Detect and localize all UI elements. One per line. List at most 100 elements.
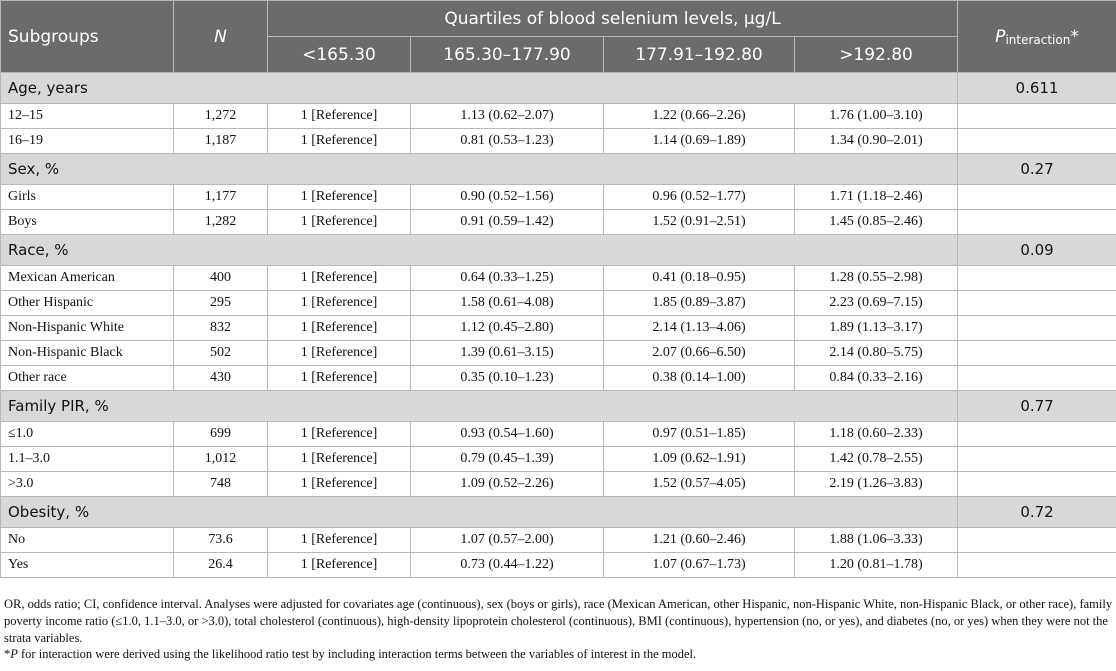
cell-quartile-2: 1.13 (0.62–2.07)	[410, 103, 604, 129]
table-row: ≤1.0 699 1 [Reference] 0.93 (0.54–1.60) 0.97…	[0, 421, 1116, 447]
cell-quartile-2: 0.90 (0.52–1.56)	[410, 184, 604, 210]
footnote-star-text: for interaction were derived using the l…	[17, 647, 697, 662]
cell-quartile-1: 1 [Reference]	[267, 340, 411, 366]
cell-quartile-2: 0.81 (0.53–1.23)	[410, 128, 604, 154]
table-row: 12–15 1,272 1 [Reference] 1.13 (0.62–2.07) 1…	[0, 103, 1116, 129]
cell-quartile-2: 0.79 (0.45–1.39)	[410, 446, 604, 472]
table-row: Boys 1,282 1 [Reference] 0.91 (0.59–1.42) 1.…	[0, 209, 1116, 235]
footnote-p: P	[10, 647, 18, 662]
cell-quartile-4: 1.20 (0.81–1.78)	[793, 552, 959, 578]
cell-quartile-1: 1 [Reference]	[267, 315, 411, 341]
row-label: 16–19	[0, 128, 174, 154]
header-p-sub: interaction	[1005, 32, 1071, 47]
header-p-interaction: Pinteraction*	[957, 0, 1116, 73]
cell-p-empty	[957, 209, 1116, 235]
cell-p-empty	[957, 103, 1116, 129]
cell-p-empty	[957, 290, 1116, 316]
header-quartile-4: >192.80	[793, 36, 959, 73]
cell-quartile-1: 1 [Reference]	[267, 209, 411, 235]
cell-quartile-2: 0.64 (0.33–1.25)	[410, 265, 604, 291]
cell-quartile-3: 0.41 (0.18–0.95)	[603, 265, 795, 291]
cell-quartile-3: 1.14 (0.69–1.89)	[603, 128, 795, 154]
cell-quartile-2: 0.91 (0.59–1.42)	[410, 209, 604, 235]
cell-quartile-2: 0.93 (0.54–1.60)	[410, 421, 604, 447]
cell-quartile-2: 0.35 (0.10–1.23)	[410, 365, 604, 391]
cell-n: 748	[173, 471, 268, 497]
cell-quartile-3: 1.09 (0.62–1.91)	[603, 446, 795, 472]
cell-p-empty	[957, 184, 1116, 210]
results-table: Subgroups N Quartiles of blood selenium …	[0, 0, 1116, 578]
cell-quartile-1: 1 [Reference]	[267, 471, 411, 497]
cell-p-empty	[957, 340, 1116, 366]
cell-quartile-1: 1 [Reference]	[267, 527, 411, 553]
cell-p-empty	[957, 527, 1116, 553]
table-row: >3.0 748 1 [Reference] 1.09 (0.52–2.26) 1.52…	[0, 471, 1116, 497]
cell-quartile-2: 1.12 (0.45–2.80)	[410, 315, 604, 341]
table-row: Other race 430 1 [Reference] 0.35 (0.10–1.2…	[0, 365, 1116, 391]
header-n: N	[173, 0, 268, 73]
cell-quartile-2: 1.39 (0.61–3.15)	[410, 340, 604, 366]
cell-quartile-3: 1.52 (0.91–2.51)	[603, 209, 795, 235]
cell-quartile-1: 1 [Reference]	[267, 552, 411, 578]
header-quartile-2: 165.30–177.90	[410, 36, 604, 73]
section-header-row: Sex, % 0.27	[0, 153, 1116, 185]
cell-quartile-4: 1.28 (0.55–2.98)	[793, 265, 959, 291]
table-row: Yes 26.4 1 [Reference] 0.73 (0.44–1.22) 1.07…	[0, 552, 1116, 578]
cell-quartile-1: 1 [Reference]	[267, 421, 411, 447]
cell-n: 832	[173, 315, 268, 341]
cell-quartile-4: 1.71 (1.18–2.46)	[793, 184, 959, 210]
footnote-interaction: *P for interaction were derived using th…	[4, 646, 1114, 663]
footnote-abbreviations: OR, odds ratio; CI, confidence interval.…	[4, 597, 1113, 645]
table-body: Age, years 0.611 12–15 1,272 1 [Reference] 1.…	[0, 72, 1116, 578]
cell-p-empty	[957, 265, 1116, 291]
section-label: Sex, %	[0, 153, 959, 185]
cell-quartile-2: 1.07 (0.57–2.00)	[410, 527, 604, 553]
cell-n: 1,177	[173, 184, 268, 210]
cell-quartile-1: 1 [Reference]	[267, 365, 411, 391]
table-row: 16–19 1,187 1 [Reference] 0.81 (0.53–1.23) 1…	[0, 128, 1116, 154]
section-label: Obesity, %	[0, 496, 959, 528]
footnotes: OR, odds ratio; CI, confidence interval.…	[4, 596, 1114, 663]
section-label: Race, %	[0, 234, 959, 266]
header-subgroups: Subgroups	[0, 0, 174, 73]
cell-quartile-4: 0.84 (0.33–2.16)	[793, 365, 959, 391]
cell-n: 699	[173, 421, 268, 447]
cell-quartile-4: 1.76 (1.00–3.10)	[793, 103, 959, 129]
cell-quartile-1: 1 [Reference]	[267, 446, 411, 472]
cell-quartile-4: 1.34 (0.90–2.01)	[793, 128, 959, 154]
row-label: Boys	[0, 209, 174, 235]
table-row: 1.1–3.0 1,012 1 [Reference] 0.79 (0.45–1.39…	[0, 446, 1116, 472]
cell-quartile-3: 1.52 (0.57–4.05)	[603, 471, 795, 497]
section-p-interaction: 0.09	[957, 234, 1116, 266]
row-label: Non-Hispanic Black	[0, 340, 174, 366]
cell-quartile-1: 1 [Reference]	[267, 290, 411, 316]
table-row: No 73.6 1 [Reference] 1.07 (0.57–2.00) 1.21 …	[0, 527, 1116, 553]
row-label: >3.0	[0, 471, 174, 497]
section-header-row: Race, % 0.09	[0, 234, 1116, 266]
cell-quartile-4: 1.88 (1.06–3.33)	[793, 527, 959, 553]
header-quartile-1: <165.30	[267, 36, 411, 73]
cell-n: 1,272	[173, 103, 268, 129]
cell-quartile-2: 1.58 (0.61–4.08)	[410, 290, 604, 316]
header-quartiles-title: Quartiles of blood selenium levels, μg/L	[266, 0, 959, 37]
cell-quartile-3: 1.07 (0.67–1.73)	[603, 552, 795, 578]
footnote-star: *	[4, 647, 11, 662]
cell-p-empty	[957, 315, 1116, 341]
cell-p-empty	[957, 552, 1116, 578]
header-p-main: P	[995, 26, 1006, 47]
cell-quartile-3: 1.22 (0.66–2.26)	[603, 103, 795, 129]
cell-p-empty	[957, 128, 1116, 154]
table-row: Non-Hispanic White 832 1 [Reference] 1.12 (…	[0, 315, 1116, 341]
cell-quartile-4: 1.18 (0.60–2.33)	[793, 421, 959, 447]
row-label: Non-Hispanic White	[0, 315, 174, 341]
cell-n: 430	[173, 365, 268, 391]
cell-quartile-4: 2.19 (1.26–3.83)	[793, 471, 959, 497]
cell-quartile-1: 1 [Reference]	[267, 184, 411, 210]
cell-quartile-3: 0.38 (0.14–1.00)	[603, 365, 795, 391]
cell-quartile-3: 0.97 (0.51–1.85)	[603, 421, 795, 447]
cell-p-empty	[957, 365, 1116, 391]
section-p-interaction: 0.27	[957, 153, 1116, 185]
section-header-row: Obesity, % 0.72	[0, 496, 1116, 528]
cell-quartile-3: 0.96 (0.52–1.77)	[603, 184, 795, 210]
cell-p-empty	[957, 421, 1116, 447]
